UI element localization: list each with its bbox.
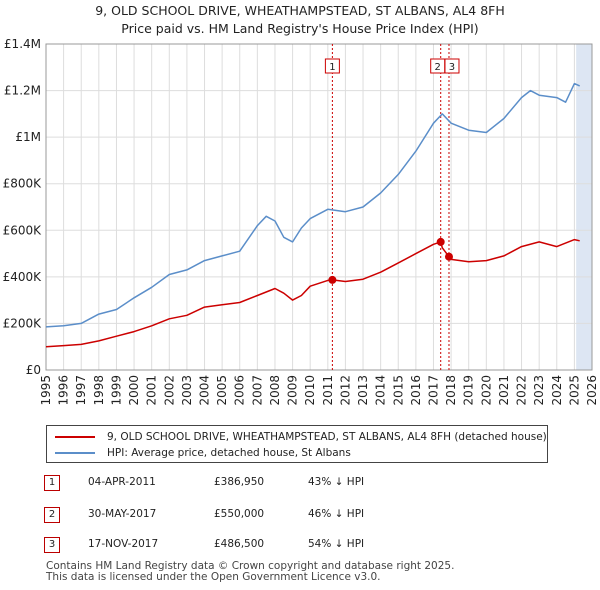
transaction-hpi: 46% ↓ HPI — [308, 508, 365, 520]
legend-label-hpi: HPI: Average price, detached house, St A… — [107, 447, 351, 459]
legend-swatch-property — [55, 436, 95, 438]
transaction-date: 30-MAY-2017 — [88, 508, 157, 520]
x-tick-label: 2020 — [479, 375, 493, 406]
transaction-date: 17-NOV-2017 — [88, 538, 159, 550]
x-tick-label: 2006 — [233, 375, 247, 406]
legend-item-hpi: HPI: Average price, detached house, St A… — [55, 445, 351, 461]
sale-point — [444, 252, 453, 261]
transaction-row: 3 17-NOV-2017 £486,500 54% ↓ HPI — [0, 537, 600, 557]
x-tick-label: 2001 — [145, 375, 159, 406]
x-tick-label: 2019 — [462, 375, 476, 406]
transaction-price: £386,950 — [214, 476, 265, 488]
x-tick-label: 2012 — [338, 375, 352, 406]
x-tick-label: 2023 — [532, 375, 546, 406]
legend-swatch-hpi — [55, 452, 95, 454]
x-tick-label: 2011 — [321, 375, 335, 406]
transaction-price: £550,000 — [214, 508, 265, 520]
plot-frame — [45, 43, 593, 371]
x-tick-label: 2005 — [215, 375, 229, 406]
y-tick-label: £200K — [3, 316, 43, 330]
x-tick-label: 2003 — [180, 375, 194, 406]
y-tick-label: £1.2M — [4, 84, 41, 98]
hpi-series-line — [45, 82, 580, 328]
sale-label-box — [444, 58, 460, 74]
x-tick-label: 2007 — [250, 375, 264, 406]
x-tick-label: 2004 — [198, 375, 212, 406]
x-tick-label: 2015 — [391, 375, 405, 406]
y-tick-label: £800K — [3, 177, 43, 191]
transaction-row: 1 04-APR-2011 £386,950 43% ↓ HPI — [0, 475, 600, 495]
legend-label-property: 9, OLD SCHOOL DRIVE, WHEATHAMPSTEAD, ST … — [107, 431, 547, 443]
sale-label-number: 3 — [449, 62, 455, 73]
x-tick-label: 2022 — [515, 375, 529, 406]
y-tick-label: £0 — [26, 363, 41, 377]
legend: 9, OLD SCHOOL DRIVE, WHEATHAMPSTEAD, ST … — [46, 425, 548, 463]
property-series-line — [45, 238, 580, 348]
transaction-date: 04-APR-2011 — [88, 476, 156, 488]
price-chart: £0 £200K £400K £600K £800K £1M £1.2M £1.4M 1995 1… — [3, 37, 599, 406]
transaction-number: 3 — [44, 537, 60, 553]
x-tick-label: 2018 — [444, 375, 458, 406]
x-tick-label: 1997 — [74, 375, 88, 406]
transaction-hpi: 43% ↓ HPI — [308, 476, 365, 488]
x-tick-label: 2024 — [550, 375, 564, 406]
x-tick-label: 2008 — [268, 375, 282, 406]
x-tick-label: 1996 — [57, 375, 71, 406]
transaction-row: 2 30-MAY-2017 £550,000 46% ↓ HPI — [0, 507, 600, 527]
sale-point — [328, 275, 337, 284]
footer: Contains HM Land Registry data © Crown c… — [46, 561, 454, 583]
x-tick-label: 1995 — [39, 375, 53, 406]
x-tick-label: 2010 — [303, 375, 317, 406]
sale-label-number: 2 — [435, 62, 441, 73]
x-tick-label: 2026 — [585, 375, 599, 406]
sale-label-box — [324, 58, 340, 74]
y-tick-label: £1M — [15, 130, 41, 144]
legend-item-property: 9, OLD SCHOOL DRIVE, WHEATHAMPSTEAD, ST … — [55, 429, 547, 445]
sale-point — [436, 237, 445, 246]
x-tick-label: 2002 — [162, 375, 176, 406]
y-tick-label: £1.4M — [4, 37, 41, 51]
footer-line-1: Contains HM Land Registry data © Crown c… — [46, 560, 455, 572]
x-tick-label: 1998 — [92, 375, 106, 406]
x-tick-label: 1999 — [109, 375, 123, 406]
transaction-number: 2 — [44, 507, 60, 523]
forecast-band — [576, 44, 592, 370]
x-tick-label: 2021 — [497, 375, 511, 406]
x-tick-label: 2016 — [409, 375, 423, 406]
chart-subtitle: Price paid vs. HM Land Registry's House … — [121, 21, 479, 36]
sale-label-number: 1 — [329, 62, 335, 73]
y-tick-label: £400K — [3, 270, 43, 284]
x-tick-label: 2013 — [356, 375, 370, 406]
x-tick-label: 2014 — [374, 375, 388, 406]
transaction-number: 1 — [44, 475, 60, 491]
x-tick-label: 2009 — [286, 375, 300, 406]
chart-title: 9, OLD SCHOOL DRIVE, WHEATHAMPSTEAD, ST … — [95, 3, 505, 18]
y-tick-label: £600K — [3, 223, 43, 237]
transaction-hpi: 54% ↓ HPI — [308, 538, 365, 550]
x-tick-label: 2017 — [426, 375, 440, 406]
footer-line-2: This data is licensed under the Open Gov… — [46, 571, 381, 583]
transaction-price: £486,500 — [214, 538, 265, 550]
x-tick-label: 2025 — [567, 375, 581, 406]
x-tick-label: 2000 — [127, 375, 141, 406]
